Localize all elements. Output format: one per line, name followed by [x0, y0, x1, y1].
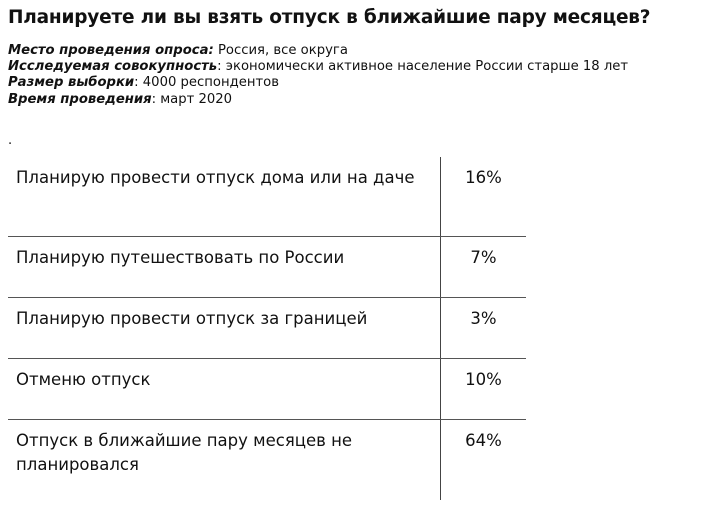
- results-table: Планирую провести отпуск дома или на дач…: [8, 157, 526, 500]
- row-divider: [8, 419, 526, 420]
- table-row: Планирую путешествовать по России 7%: [8, 237, 526, 298]
- meta-row-location: Место проведения опроса: Россия, все окр…: [8, 43, 628, 59]
- answer-percent: 7%: [470, 248, 497, 267]
- answer-percent: 16%: [465, 168, 502, 187]
- meta-value: : экономически активное население России…: [217, 59, 629, 75]
- row-divider: [8, 297, 526, 298]
- survey-meta: Место проведения опроса: Россия, все окр…: [8, 43, 628, 108]
- row-divider: [8, 358, 526, 359]
- column-divider: [440, 157, 441, 500]
- meta-row-sample-size: Размер выборки: 4000 респондентов: [8, 75, 628, 91]
- meta-row-population: Исследуемая совокупность: экономически а…: [8, 59, 628, 75]
- meta-label: Время проведения: [8, 91, 152, 107]
- meta-value: Россия, все округа: [213, 43, 348, 58]
- answer-label: Отпуск в ближайшие пару месяцев не плани…: [16, 431, 353, 474]
- row-divider: [8, 236, 526, 237]
- table-row: Планирую провести отпуск за границей 3%: [8, 298, 526, 359]
- meta-label: Исследуемая совокупность: [8, 59, 218, 75]
- answer-percent: 3%: [470, 309, 497, 328]
- answer-percent: 10%: [465, 370, 502, 389]
- table-row: Планирую провести отпуск дома или на дач…: [8, 157, 526, 237]
- answer-percent: 64%: [465, 431, 502, 450]
- meta-label: Место проведения опроса:: [8, 43, 214, 58]
- table-row: Отменю отпуск 10%: [8, 359, 526, 420]
- meta-label: Размер выборки: [8, 75, 135, 91]
- meta-row-period: Время проведения: март 2020: [8, 92, 628, 108]
- stray-dot: .: [8, 133, 13, 148]
- answer-label: Планирую провести отпуск дома или на дач…: [16, 168, 415, 187]
- answer-label: Планирую провести отпуск за границей: [16, 309, 368, 328]
- table-row: Отпуск в ближайшие пару месяцев не плани…: [8, 420, 526, 500]
- meta-value: : март 2020: [151, 91, 233, 107]
- meta-value: : 4000 респондентов: [134, 75, 279, 91]
- answer-label: Планирую путешествовать по России: [16, 248, 345, 267]
- page-title: Планируете ли вы взять отпуск в ближайши…: [8, 7, 651, 28]
- answer-label: Отменю отпуск: [16, 370, 151, 389]
